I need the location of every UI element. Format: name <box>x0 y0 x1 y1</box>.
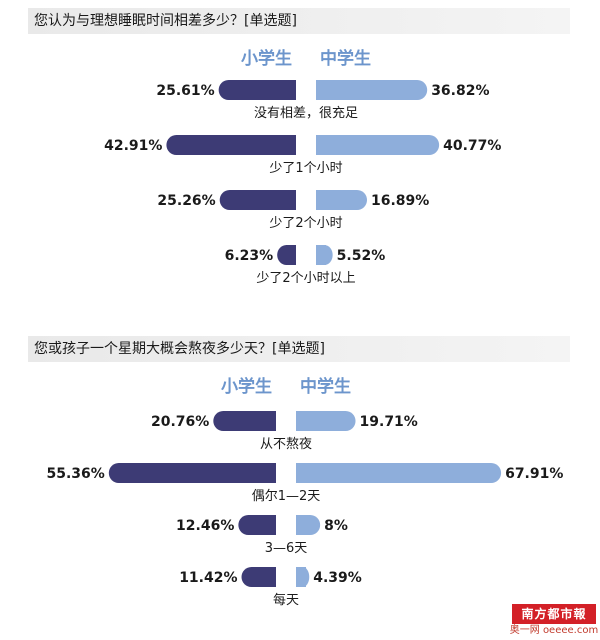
chart1-bar-primary-2 <box>219 190 296 210</box>
chart1-label-primary-3: 6.23% <box>225 248 274 264</box>
chart1-bar-primary-1 <box>166 135 296 155</box>
chart1-label-primary-0: 25.61% <box>156 83 214 99</box>
chart1-svg: 小学生 中学生 25.61% 36.82% 没有相差，很充足 42.91% 40.77% 少了… <box>104 48 501 286</box>
chart1-legend-middle: 中学生 <box>320 48 371 69</box>
chart2-category-0: 从不熬夜 <box>260 436 312 452</box>
chart2-svg: 小学生 中学生 20.76% 19.71% 从不熬夜 55.36% 67.91% 偶尔1—2天… <box>47 376 564 608</box>
chart1-legend: 小学生 中学生 <box>241 48 371 69</box>
chart2-bar-middle-end-0 <box>296 411 306 431</box>
chart1-category-1: 少了1个小时 <box>269 161 342 176</box>
chart2-bar-middle-end-1 <box>296 463 306 483</box>
chart1-bar-middle-0 <box>316 80 428 100</box>
chart2-bar-primary-1 <box>108 463 276 483</box>
chart2-bar-primary-end-0 <box>266 411 276 431</box>
chart2-category-2: 3—6天 <box>265 541 308 556</box>
newspaper-logo: 南方都市報 <box>512 604 596 624</box>
chart2-category-3: 每天 <box>273 592 299 608</box>
chart2-label-primary-0: 20.76% <box>151 414 209 430</box>
chart2-legend-middle: 中学生 <box>300 376 351 397</box>
chart2-bar-primary-0 <box>213 411 276 431</box>
chart2-bar-primary-end-3 <box>266 567 276 587</box>
chart2-bar-middle-end-3 <box>296 567 306 587</box>
chart2-label-middle-0: 19.71% <box>360 414 418 430</box>
chart1-label-primary-1: 42.91% <box>104 138 162 154</box>
chart1-bar-primary-end-3 <box>286 245 296 265</box>
site-watermark: 奥一网 oeeee.com <box>509 625 599 636</box>
chart1-label-primary-2: 25.26% <box>157 193 215 209</box>
chart1-bar-middle-end-1 <box>316 135 326 155</box>
chart2-legend: 小学生 中学生 <box>221 376 351 397</box>
chart1-legend-primary: 小学生 <box>241 48 292 69</box>
chart1-label-middle-3: 5.52% <box>337 248 386 264</box>
chart1-label-middle-2: 16.89% <box>371 193 429 209</box>
chart2-bar-middle-1 <box>296 463 502 483</box>
chart1-bar-primary-end-2 <box>286 190 296 210</box>
chart1-category-0: 没有相差，很充足 <box>254 105 358 121</box>
chart2-label-middle-3: 4.39% <box>313 570 362 586</box>
chart2-bar-primary-end-1 <box>266 463 276 483</box>
chart1-bar-middle-end-2 <box>316 190 326 210</box>
chart2-label-primary-1: 55.36% <box>47 466 105 482</box>
chart1-category-2: 少了2个小时 <box>269 216 342 231</box>
chart2-category-1: 偶尔1—2天 <box>252 489 321 504</box>
chart1-category-3: 少了2个小时以上 <box>256 271 355 286</box>
chart1-bar-primary-end-1 <box>286 135 296 155</box>
chart2-legend-primary: 小学生 <box>221 376 272 397</box>
chart1-bar-middle-1 <box>316 135 440 155</box>
chart1-bar-middle-end-3 <box>316 245 326 265</box>
chart2-bar-primary-end-2 <box>266 515 276 535</box>
chart1-bar-primary-0 <box>218 80 296 100</box>
chart2-label-middle-2: 8% <box>324 518 348 534</box>
chart2-label-primary-3: 11.42% <box>179 570 237 586</box>
chart1-title: 您认为与理想睡眠时间相差多少？[单选题] <box>28 8 570 34</box>
chart2-label-middle-1: 67.91% <box>505 466 563 482</box>
chart1-bar-middle-2 <box>316 190 368 210</box>
chart2-title: 您或孩子一个星期大概会熬夜多少天？[单选题] <box>28 336 570 362</box>
chart2-bar-middle-0 <box>296 411 356 431</box>
chart2-bar-middle-end-2 <box>296 515 306 535</box>
chart2-label-primary-2: 12.46% <box>176 518 234 534</box>
chart1-bar-middle-end-0 <box>316 80 326 100</box>
chart1-label-middle-1: 40.77% <box>443 138 501 154</box>
chart1-label-middle-0: 36.82% <box>431 83 489 99</box>
chart1-bar-primary-end-0 <box>286 80 296 100</box>
